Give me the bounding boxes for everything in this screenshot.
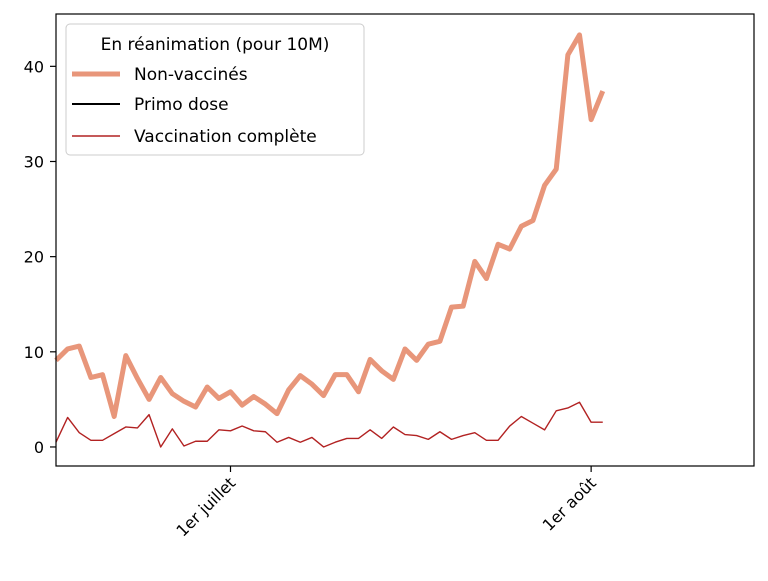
legend: En réanimation (pour 10M) Non-vaccinés P…: [65, 23, 365, 156]
legend-label-vaccination-complete: Vaccination complète: [134, 127, 317, 147]
legend-title: En réanimation (pour 10M): [101, 35, 330, 55]
series-line-0: [54, 32, 606, 420]
plot-frame: [55, 13, 755, 467]
plot-lines: [54, 32, 606, 448]
y-tick-label: 40: [24, 57, 44, 76]
y-tick-label: 0: [34, 438, 44, 457]
y-tick-label: 30: [24, 152, 44, 171]
legend-label-non-vaccines: Non-vaccinés: [134, 65, 248, 85]
y-axis: 0 10 20 30 40: [24, 57, 56, 457]
legend-label-primo-dose: Primo dose: [134, 95, 229, 115]
legend-box: [65, 23, 365, 156]
series-line-2: [55, 401, 603, 448]
y-tick-label: 10: [24, 343, 44, 362]
y-tick-label: 20: [24, 248, 44, 267]
